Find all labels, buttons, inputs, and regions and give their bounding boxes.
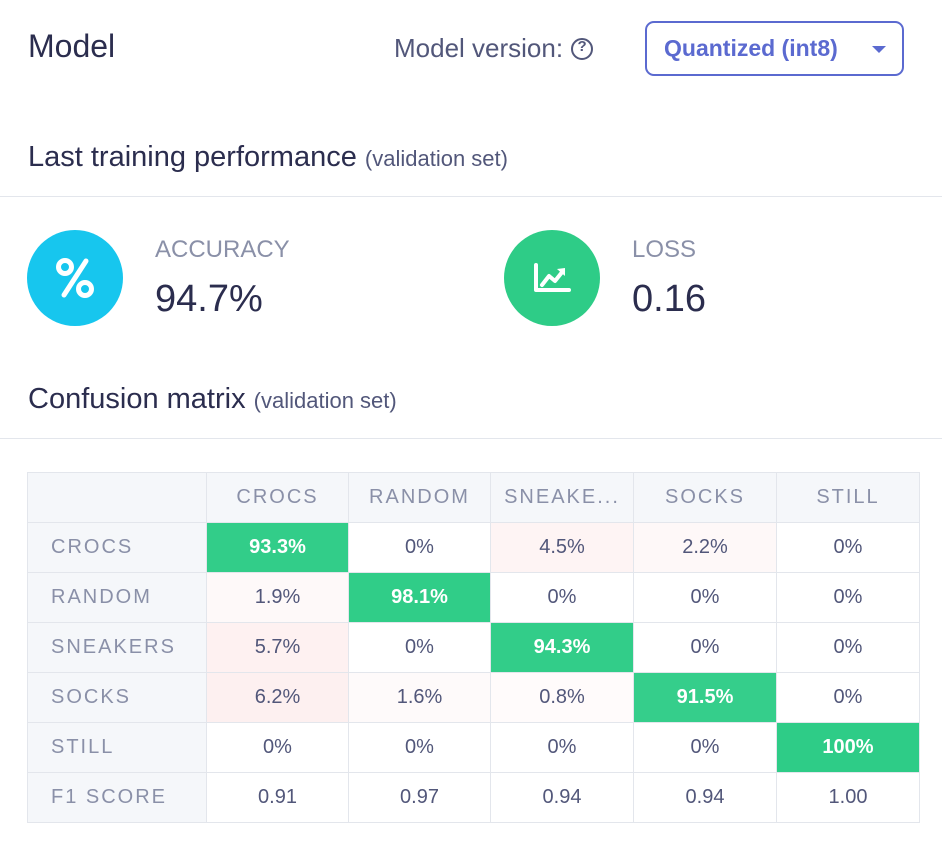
matrix-cell: 0%: [206, 722, 349, 773]
matrix-cell: 0%: [633, 722, 777, 773]
accuracy-value: 94.7%: [155, 278, 263, 320]
row-header: SNEAKERS: [27, 622, 207, 673]
matrix-cell: 6.2%: [206, 672, 349, 723]
matrix-cell: 0.8%: [490, 672, 634, 723]
model-version-text: Model version:: [394, 33, 564, 63]
accuracy-label: ACCURACY: [155, 236, 290, 263]
matrix-cell: 0%: [490, 572, 634, 623]
table-row: CROCS 93.3% 0% 4.5% 2.2% 0%: [27, 522, 920, 573]
row-header: RANDOM: [27, 572, 207, 623]
matrix-cell: 0%: [490, 722, 634, 773]
matrix-cell: 0%: [776, 522, 920, 573]
f1-cell: 0.94: [633, 772, 777, 823]
matrix-cell: 0%: [776, 672, 920, 723]
matrix-cell: 2.2%: [633, 522, 777, 573]
page-title: Model: [28, 28, 116, 64]
matrix-corner-cell: [27, 472, 207, 523]
matrix-cell: 93.3%: [206, 522, 349, 573]
row-header: CROCS: [27, 522, 207, 573]
confusion-subtitle: (validation set): [253, 388, 397, 413]
confusion-title-text: Confusion matrix: [28, 383, 246, 415]
chevron-down-icon: [872, 46, 886, 53]
performance-subtitle: (validation set): [364, 146, 508, 171]
model-version-dropdown[interactable]: Quantized (int8): [645, 21, 904, 76]
matrix-cell: 0%: [776, 622, 920, 673]
confusion-matrix: CROCS RANDOM SNEAKE... SOCKS STILL CROCS…: [27, 472, 920, 823]
table-row: STILL 0% 0% 0% 0% 100%: [27, 722, 920, 773]
column-header: RANDOM: [348, 472, 491, 523]
table-row: RANDOM 1.9% 98.1% 0% 0% 0%: [27, 572, 920, 623]
table-row: SOCKS 6.2% 1.6% 0.8% 91.5% 0%: [27, 672, 920, 723]
matrix-cell: 94.3%: [490, 622, 634, 673]
f1-score-row: F1 SCORE 0.91 0.97 0.94 0.94 1.00: [27, 772, 920, 823]
loss-label: LOSS: [632, 236, 697, 263]
matrix-cell: 0%: [348, 722, 491, 773]
matrix-cell: 100%: [776, 722, 920, 773]
table-row: SNEAKERS 5.7% 0% 94.3% 0% 0%: [27, 622, 920, 673]
percent-icon: [27, 230, 123, 326]
column-header: SNEAKE...: [490, 472, 634, 523]
matrix-cell: 0%: [633, 622, 777, 673]
performance-title-text: Last training performance: [28, 141, 357, 173]
help-icon[interactable]: ?: [571, 37, 594, 60]
matrix-cell: 1.9%: [206, 572, 349, 623]
matrix-cell: 4.5%: [490, 522, 634, 573]
chart-trend-icon: [504, 230, 600, 326]
matrix-cell: 0%: [348, 522, 491, 573]
row-header: SOCKS: [27, 672, 207, 723]
matrix-cell: 0%: [633, 572, 777, 623]
column-header: STILL: [776, 472, 920, 523]
matrix-cell: 0%: [776, 572, 920, 623]
f1-cell: 0.97: [348, 772, 491, 823]
row-header: F1 SCORE: [27, 772, 207, 823]
model-version-label: Model version: ?: [394, 33, 594, 64]
confusion-divider: [0, 438, 942, 439]
matrix-cell: 5.7%: [206, 622, 349, 673]
performance-divider: [0, 196, 942, 197]
model-version-selected: Quantized (int8): [664, 35, 838, 61]
model-header: Model Model version: ? Quantized (int8): [0, 0, 942, 100]
f1-cell: 1.00: [776, 772, 920, 823]
performance-title: Last training performance (validation se…: [28, 141, 508, 174]
row-header: STILL: [27, 722, 207, 773]
matrix-cell: 1.6%: [348, 672, 491, 723]
matrix-cell: 91.5%: [633, 672, 777, 723]
confusion-title: Confusion matrix (validation set): [28, 383, 397, 416]
f1-cell: 0.91: [206, 772, 349, 823]
help-glyph: ?: [577, 37, 587, 55]
matrix-cell: 0%: [348, 622, 491, 673]
column-header: CROCS: [206, 472, 349, 523]
matrix-header-row: CROCS RANDOM SNEAKE... SOCKS STILL: [27, 472, 920, 523]
column-header: SOCKS: [633, 472, 777, 523]
loss-value: 0.16: [632, 278, 706, 320]
f1-cell: 0.94: [490, 772, 634, 823]
matrix-cell: 98.1%: [348, 572, 491, 623]
